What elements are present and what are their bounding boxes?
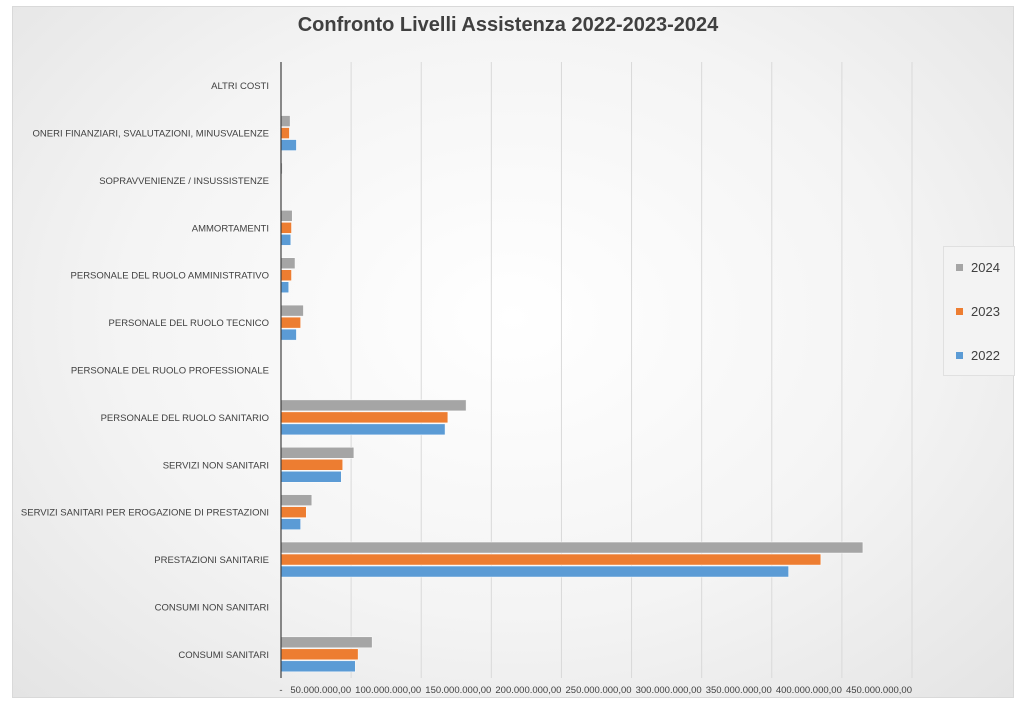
bar-2024 (280, 115, 291, 127)
legend-item-2022: 2022 (956, 347, 1000, 363)
x-tick-label: 250.000.000,00 (566, 685, 632, 696)
bar-2023 (280, 411, 449, 424)
x-tick-label: 350.000.000,00 (706, 685, 772, 696)
bar-2022 (280, 139, 297, 151)
category-label: PERSONALE DEL RUOLO SANITARIO (101, 413, 269, 424)
bar-2023 (280, 316, 301, 329)
bar-2023 (280, 222, 292, 234)
legend-label: 2022 (971, 347, 1000, 363)
x-tick-label: 50.000.000,00 (290, 685, 351, 696)
category-label: SOPRAVVENIENZE / INSUSSISTENZE (99, 176, 269, 187)
bar-2023 (280, 459, 343, 471)
bar-2024 (280, 399, 467, 412)
bar-2024 (280, 304, 304, 317)
category-label: ONERI FINANZIARI, SVALUTAZIONI, MINUSVAL… (33, 129, 269, 140)
x-tick-label: 400.000.000,00 (776, 685, 842, 696)
bar-2024 (280, 447, 355, 459)
x-tick-label: - (279, 685, 282, 696)
category-label: PERSONALE DEL RUOLO TECNICO (109, 318, 269, 329)
category-label: SERVIZI SANITARI PER EROGAZIONE DI PREST… (21, 508, 269, 519)
legend-item-2023: 2023 (956, 303, 1000, 319)
bar-2022 (280, 471, 342, 483)
category-label: PERSONALE DEL RUOLO AMMINISTRATIVO (71, 271, 269, 282)
bar-2022 (280, 423, 446, 436)
bar-2023 (280, 506, 307, 518)
bar-2023 (280, 553, 822, 566)
legend-swatch (956, 307, 963, 315)
category-label: CONSUMI SANITARI (178, 650, 269, 661)
bar-2022 (280, 328, 297, 341)
legend-label: 2023 (971, 303, 1000, 319)
x-tick-label: 450.000.000,00 (846, 685, 912, 696)
x-tick-label: 200.000.000,00 (495, 685, 561, 696)
legend-swatch (956, 263, 963, 271)
bar-2022 (280, 565, 789, 578)
bar-2024 (280, 494, 313, 506)
legend-swatch (956, 351, 963, 359)
bar-2024 (280, 636, 373, 649)
bar-2023 (280, 269, 292, 281)
bar-2023 (280, 648, 359, 661)
legend-label: 2024 (971, 259, 1000, 275)
bar-2024 (280, 210, 293, 222)
chart-title: Confronto Livelli Assistenza 2022-2023-2… (297, 14, 719, 36)
category-label: AMMORTAMENTI (192, 223, 269, 234)
bar-2023 (280, 127, 290, 139)
bar-2024 (280, 541, 864, 554)
chart-area (12, 6, 1014, 698)
bar-2022 (280, 281, 289, 293)
bar-2022 (280, 660, 356, 673)
x-tick-label: 150.000.000,00 (425, 685, 491, 696)
bar-2022 (280, 518, 301, 530)
category-label: PRESTAZIONI SANITARIE (154, 555, 269, 566)
category-label: SERVIZI NON SANITARI (163, 460, 269, 471)
bar-2022 (280, 234, 292, 246)
legend-item-2024: 2024 (956, 259, 1000, 275)
x-tick-label: 300.000.000,00 (636, 685, 702, 696)
legend: 2024 2023 2022 (943, 246, 1015, 376)
category-label: ALTRI COSTI (211, 81, 269, 92)
category-label: PERSONALE DEL RUOLO PROFESSIONALE (71, 366, 269, 377)
bar-2024 (280, 257, 296, 269)
x-tick-label: 100.000.000,00 (355, 685, 421, 696)
category-label: CONSUMI NON SANITARI (155, 602, 269, 613)
